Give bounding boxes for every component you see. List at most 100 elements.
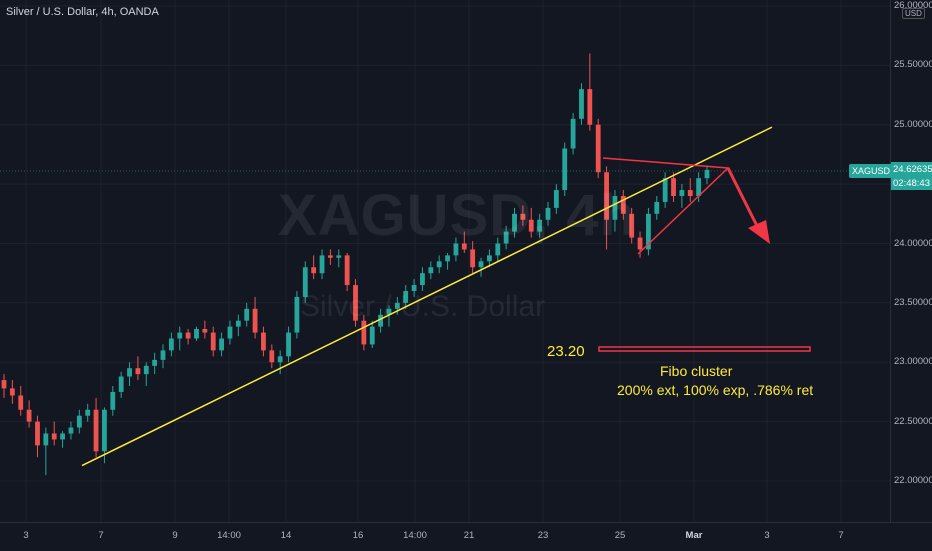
candle-body: [60, 433, 65, 440]
candle: [43, 427, 49, 476]
candle-body: [537, 219, 543, 232]
candle-body: [76, 415, 82, 428]
symbol-tag: XAGUSD: [849, 164, 894, 178]
candle-body: [612, 196, 618, 220]
candle: [386, 305, 392, 327]
price-tick-label: 22.50000: [894, 415, 932, 427]
candle: [495, 237, 501, 262]
candle-body: [436, 261, 442, 268]
candle: [361, 314, 367, 351]
price-tick-label: 23.50000: [894, 296, 932, 308]
chart-grid: [0, 0, 890, 522]
candle-body: [269, 350, 275, 363]
candle-body: [51, 433, 57, 440]
candle-body: [135, 368, 141, 375]
cluster-title: Fibo cluster: [660, 363, 733, 379]
candle-body: [428, 267, 434, 274]
candle-body: [704, 169, 710, 179]
candle: [235, 314, 241, 337]
arrow-head-icon: [748, 220, 770, 244]
candle: [671, 172, 676, 202]
candle-body: [35, 421, 40, 446]
candle-body: [336, 255, 342, 258]
candle-body: [696, 178, 702, 196]
candle-body: [127, 368, 132, 377]
candle-body: [1, 380, 7, 389]
price-tick-label: 24.00000: [894, 237, 932, 249]
candle: [478, 257, 484, 277]
candle: [620, 190, 626, 220]
candle: [378, 308, 384, 333]
candle-body: [143, 365, 149, 375]
candle-body: [110, 391, 116, 410]
candle-body: [18, 395, 24, 410]
candle: [202, 320, 208, 339]
candle: [327, 249, 333, 265]
candle-body: [629, 213, 635, 238]
time-tick-label: 25: [614, 530, 626, 541]
candle: [311, 255, 317, 280]
candle: [319, 249, 325, 280]
price-axis[interactable]: [890, 0, 932, 522]
candle-body: [411, 285, 417, 291]
candle-body: [261, 332, 266, 351]
candle-body: [361, 320, 367, 345]
candle: [646, 207, 651, 256]
candle: [76, 409, 82, 434]
candle: [269, 344, 275, 369]
candle: [704, 166, 710, 185]
candle: [453, 237, 459, 262]
time-tick-label: 23: [537, 530, 549, 541]
candle: [470, 241, 476, 274]
candle-body: [294, 296, 300, 333]
candle: [18, 386, 24, 416]
candle: [545, 201, 551, 226]
time-axis[interactable]: [0, 522, 932, 551]
candle-body: [344, 255, 350, 286]
candle-body: [210, 332, 216, 351]
candle: [344, 253, 350, 291]
candle-body: [478, 261, 484, 268]
candle-body: [495, 243, 501, 256]
candle: [110, 386, 116, 416]
price-tick-label: 22.00000: [894, 475, 932, 486]
currency-badge[interactable]: USD: [902, 8, 925, 19]
candle-body: [302, 267, 308, 297]
candle-body: [93, 409, 99, 452]
time-tick-label: 7: [98, 530, 104, 541]
chart-title: Silver / U.S. Dollar, 4h, OANDA: [6, 6, 159, 18]
candle: [587, 53, 593, 131]
candle: [35, 415, 40, 458]
candle: [261, 326, 266, 357]
candle-body: [461, 243, 467, 250]
cluster-detail: 200% ext, 100% exp, .786% ret: [617, 382, 814, 398]
time-tick-label: Mar: [685, 530, 703, 541]
candle: [219, 332, 224, 357]
price-tick-label: 23.00000: [894, 356, 932, 368]
candle-body: [420, 273, 425, 286]
candle: [127, 362, 132, 386]
candle: [1, 374, 7, 398]
candle-body: [227, 326, 233, 339]
candle-body: [671, 178, 676, 196]
candle-body: [327, 255, 333, 258]
candle: [403, 285, 409, 309]
candle-body: [679, 190, 685, 196]
candle-body: [177, 332, 183, 339]
candle-body: [503, 231, 509, 244]
time-tick-label: 16: [352, 530, 364, 541]
candle-body: [277, 356, 283, 363]
candle-body: [604, 172, 609, 220]
candle-body: [445, 255, 450, 262]
candle-body: [545, 207, 551, 220]
candle-body: [252, 308, 258, 333]
candle: [168, 332, 174, 357]
candle-body: [353, 285, 358, 321]
candle: [553, 184, 559, 214]
level-label: 23.20: [547, 343, 585, 360]
candle-body: [453, 243, 459, 256]
candle: [177, 326, 183, 351]
candle: [369, 320, 375, 348]
bar-countdown: 02:48:43: [891, 177, 932, 190]
